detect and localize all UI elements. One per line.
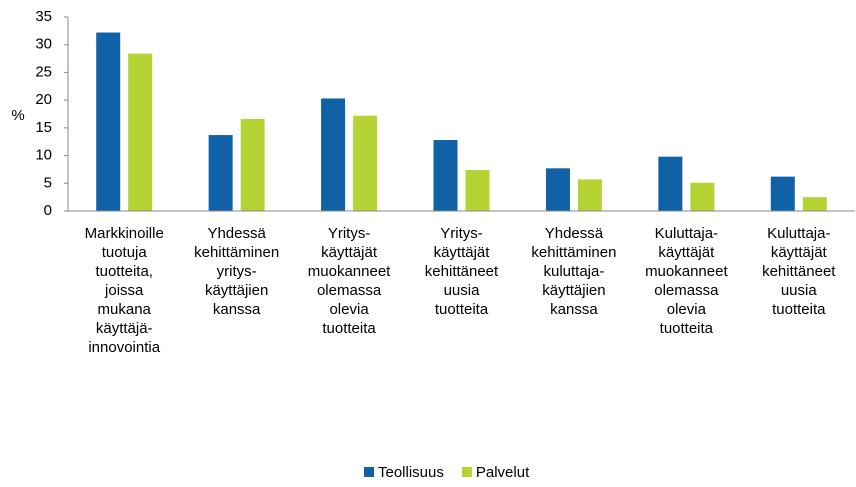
x-tick-label: käyttäjät — [321, 244, 378, 261]
bar — [545, 168, 570, 211]
bar — [128, 53, 153, 211]
x-tick-label: yritys- — [217, 263, 257, 280]
x-tick-label: käyttäjät — [658, 244, 715, 261]
x-tick-label: kanssa — [550, 301, 598, 318]
bar — [802, 197, 827, 211]
y-tick-label: 0 — [44, 202, 52, 219]
y-tick-label: 5 — [44, 174, 52, 191]
bar — [577, 179, 602, 211]
x-tick-label: käyttäjät — [771, 244, 828, 261]
x-tick-label: olevia — [667, 301, 707, 318]
bar — [690, 182, 715, 211]
bar — [465, 169, 490, 211]
y-tick-label: 35 — [35, 8, 52, 25]
x-tick-label: tuotteita — [660, 320, 714, 337]
y-tick-label: 30 — [35, 36, 52, 53]
x-tick-label: olemassa — [317, 282, 382, 299]
x-tick-label: tuotteita — [435, 301, 489, 318]
x-tick-label: Yhdessä — [207, 225, 266, 242]
x-tick-label: olevia — [329, 301, 369, 318]
x-tick-label: kehittäminen — [531, 244, 616, 261]
x-tick-label: muokanneet — [645, 263, 728, 280]
bar — [240, 118, 265, 211]
y-tick-label: 15 — [35, 119, 52, 136]
x-tick-label: muokanneet — [308, 263, 391, 280]
bar — [433, 140, 458, 211]
x-tick-label: kehittäneet — [425, 263, 499, 280]
bar — [770, 176, 795, 211]
y-tick-label: 25 — [35, 63, 52, 80]
bar — [353, 115, 378, 211]
x-tick-label: käyttäjien — [205, 282, 268, 299]
x-tick-label: kehittäminen — [194, 244, 279, 261]
legend-swatch — [461, 467, 472, 477]
x-tick-label: tuotuja — [102, 244, 148, 261]
legend-label: Palvelut — [476, 464, 530, 481]
x-tick-label: innovointia — [88, 339, 160, 356]
y-tick-label: 20 — [35, 91, 52, 108]
x-tick-label: käyttäjä- — [96, 320, 153, 337]
bar — [208, 135, 233, 211]
x-tick-label: Yritys- — [440, 225, 483, 242]
x-tick-label: käyttäjät — [434, 244, 491, 261]
x-tick-label: tuotteita — [772, 301, 826, 318]
x-tick-label: käyttäjien — [542, 282, 605, 299]
y-axis-label: % — [11, 107, 24, 124]
legend-swatch — [364, 467, 374, 477]
x-tick-label: Kuluttaja- — [655, 225, 718, 242]
x-tick-label: tuotteita, — [95, 263, 153, 280]
x-tick-label: uusia — [444, 282, 481, 299]
x-tick-label: uusia — [781, 282, 818, 299]
x-tick-label: Markkinoille — [85, 225, 164, 242]
x-tick-label: mukana — [98, 301, 152, 318]
bar — [321, 98, 346, 211]
x-tick-label: tuotteita — [322, 320, 376, 337]
x-tick-label: Yritys- — [328, 225, 371, 242]
x-tick-label: Yhdessä — [545, 225, 604, 242]
legend-label: Teollisuus — [378, 464, 444, 481]
x-tick-label: olemassa — [654, 282, 719, 299]
y-tick-label: 10 — [35, 147, 52, 164]
bar — [96, 32, 121, 211]
bar — [658, 156, 683, 211]
x-tick-label: Kuluttaja- — [767, 225, 830, 242]
x-tick-label: joissa — [104, 282, 144, 299]
x-tick-label: kanssa — [213, 301, 261, 318]
x-tick-label: kuluttaja- — [543, 263, 604, 280]
x-tick-label: kehittäneet — [762, 263, 836, 280]
